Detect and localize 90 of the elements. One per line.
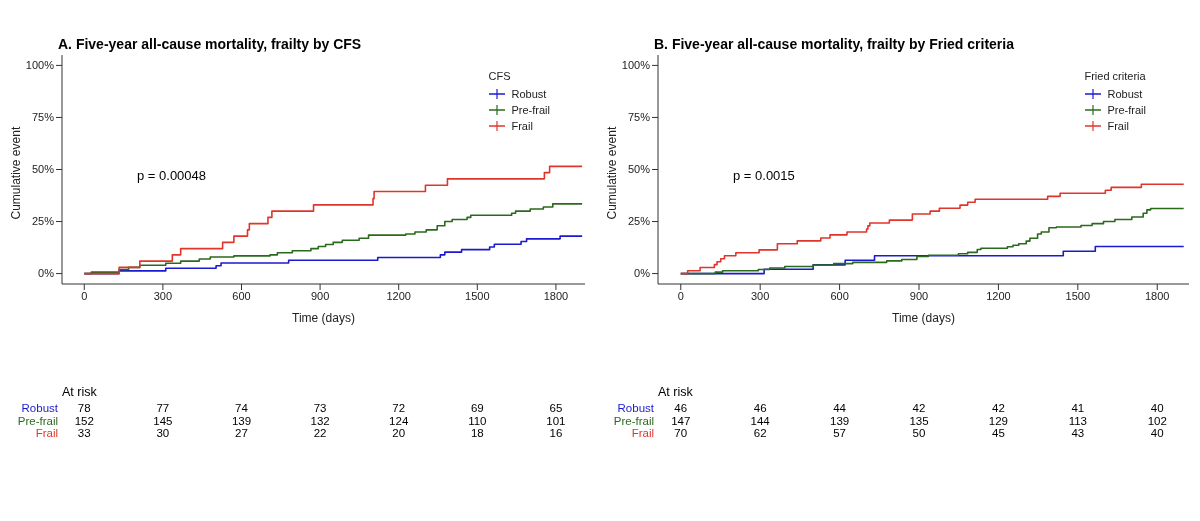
x-tick-label: 1800 [543, 289, 569, 302]
text: 124 [388, 414, 410, 428]
text: 42 [911, 402, 927, 415]
x-tick-label: 1800 [1144, 289, 1170, 302]
legend-label: Pre-frail [511, 104, 550, 116]
text: 101 [545, 414, 567, 428]
text: 113 [1067, 414, 1088, 428]
text: 145 [152, 414, 174, 428]
x-tick-label: 1200 [986, 289, 1011, 302]
text: 41 [1070, 402, 1086, 415]
text: 132 [309, 414, 331, 428]
legend-label: Pre-frail [1107, 104, 1146, 116]
text: 102 [1146, 414, 1168, 428]
text: 110 [467, 414, 488, 428]
text: 44 [832, 402, 847, 415]
text: 65 [548, 402, 564, 415]
text: 147 [670, 414, 692, 428]
y-tick-label: 100% [621, 59, 651, 72]
text: Frail [35, 427, 58, 440]
text: 18 [469, 427, 485, 440]
y-axis-title: Cumulative event [605, 126, 620, 220]
x-tick-label: 600 [830, 289, 849, 302]
text: 20 [391, 427, 407, 440]
x-axis-title: Time (days) [292, 311, 355, 325]
text: 43 [1070, 427, 1086, 440]
text: 40 [1149, 427, 1165, 440]
text: At risk [658, 385, 693, 399]
text: 22 [312, 427, 328, 440]
text: 73 [312, 402, 328, 415]
text: 135 [908, 414, 930, 428]
text: 144 [749, 414, 771, 428]
y-tick-label: 50% [627, 163, 651, 176]
text: 46 [752, 402, 768, 415]
annotation: p = 0.00048 [137, 168, 207, 183]
x-tick-label: 0 [81, 289, 88, 302]
text: 152 [73, 414, 95, 428]
chart-title: A. Five-year all-cause mortality, frailty by CFS [58, 36, 362, 52]
text: 16 [548, 427, 564, 440]
text: 40 [1149, 402, 1165, 415]
legend-title: Fried criteria [1084, 70, 1146, 82]
text: 72 [391, 402, 407, 415]
text: 139 [230, 414, 253, 428]
x-tick-label: 300 [751, 289, 770, 302]
y-tick-label: 25% [31, 215, 55, 228]
text: 62 [752, 427, 768, 440]
y-tick-label: 50% [31, 163, 55, 176]
x-tick-label: 900 [310, 289, 330, 302]
text: Pre-frail [17, 414, 58, 428]
text: 69 [469, 402, 485, 415]
y-tick-label: 0% [38, 267, 55, 280]
text: 27 [234, 427, 249, 440]
x-tick-label: 0 [677, 289, 684, 302]
text: Pre-frail [613, 414, 654, 428]
x-axis-title: Time (days) [892, 311, 955, 325]
text: 78 [76, 402, 92, 415]
text: 30 [155, 427, 171, 440]
x-tick-label: 1500 [465, 289, 490, 302]
y-axis-title: Cumulative event [9, 126, 24, 220]
text: 57 [832, 427, 847, 440]
text: 50 [911, 427, 927, 440]
text: 33 [76, 427, 92, 440]
text: 77 [155, 402, 171, 415]
y-tick-label: 25% [627, 215, 651, 228]
legend-label: Frail [511, 120, 533, 132]
x-tick-label: 900 [909, 289, 929, 302]
text: 129 [987, 414, 1009, 428]
text: Frail [631, 427, 654, 440]
text: 46 [673, 402, 689, 415]
text: Robust [617, 402, 654, 415]
text: 139 [829, 414, 851, 428]
y-tick-label: 75% [31, 111, 55, 124]
text: 74 [234, 402, 249, 415]
y-tick-label: 100% [25, 59, 55, 72]
text: Robust [21, 402, 58, 415]
text: 45 [991, 427, 1006, 440]
text: 70 [673, 427, 689, 440]
x-tick-label: 600 [232, 289, 251, 302]
text: 42 [991, 402, 1006, 415]
legend-title: CFS [488, 70, 512, 82]
chart-title: B. Five-year all-cause mortality, frailty by Fried criteria [654, 36, 1014, 52]
legend-label: Frail [1107, 120, 1129, 132]
y-tick-label: 0% [634, 267, 651, 280]
x-tick-label: 1500 [1065, 289, 1091, 302]
x-tick-label: 1200 [386, 289, 411, 302]
x-tick-label: 300 [153, 289, 173, 302]
text: At risk [62, 385, 97, 399]
annotation: p = 0.0015 [733, 168, 795, 183]
legend-label: Robust [1107, 88, 1143, 100]
legend-label: Robust [511, 88, 547, 100]
y-tick-label: 75% [627, 111, 651, 124]
